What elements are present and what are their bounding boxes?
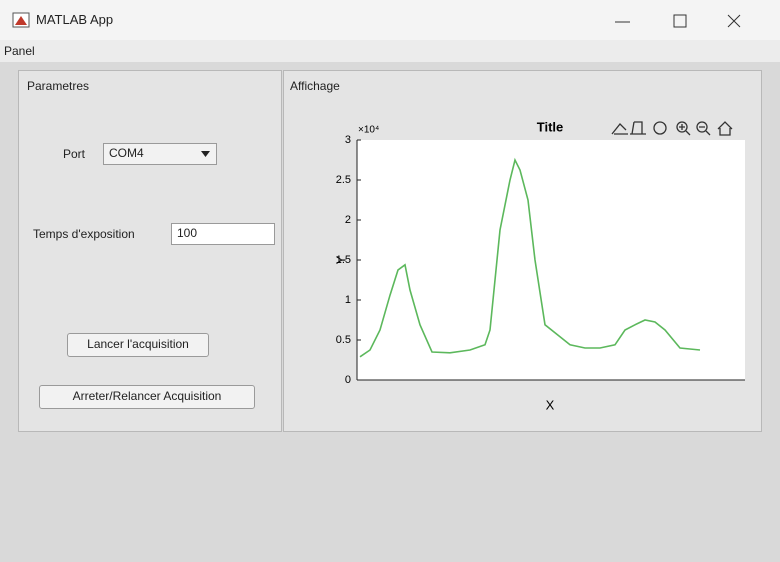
dropdown-arrow <box>201 151 210 157</box>
start-button[interactable]: Lancer l'acquisition <box>67 333 209 357</box>
x-axis-label: X <box>546 397 555 412</box>
panel-title: Affichage <box>290 79 340 93</box>
y-tick-label: 3 <box>345 134 351 146</box>
y-tick-label: 2.5 <box>336 174 351 186</box>
exposure-label: Temps d'exposition <box>33 227 135 241</box>
y-tick-label: 2 <box>345 214 351 226</box>
y-tick-label: 1.5 <box>336 254 351 266</box>
chart: Title ×10⁴ Y X 00.511.522.53 <box>290 110 760 420</box>
plot-area <box>357 140 745 380</box>
port-value: COM4 <box>109 146 144 160</box>
port-label: Port <box>63 147 85 161</box>
stop-button[interactable]: Arreter/Relancer Acquisition <box>39 385 255 409</box>
page: {"window": {"title": "MATLAB App"}, "men… <box>0 0 780 562</box>
window-title: MATLAB App <box>36 12 113 27</box>
menu-item[interactable]: Panel <box>4 44 35 58</box>
menu-bar: Panel <box>0 40 780 62</box>
app-icon <box>12 12 30 28</box>
parameters-panel: Parametres Port COM4 Temps d'exposition … <box>18 70 282 432</box>
title-bar: MATLAB App <box>0 0 780 40</box>
y-tick-label: 0 <box>345 374 351 386</box>
app-window: MATLAB App Panel Parametres Port COM4 Te… <box>0 0 780 562</box>
panel-title: Parametres <box>27 79 89 93</box>
exposure-field[interactable]: 100 <box>171 223 275 245</box>
port-dropdown[interactable]: COM4 <box>103 143 217 165</box>
y-tick-label: 0.5 <box>336 334 351 346</box>
axes-toolbar[interactable] <box>612 122 732 135</box>
chart-title: Title <box>537 119 564 134</box>
y-multiplier: ×10⁴ <box>358 125 379 136</box>
window-controls[interactable] <box>610 12 760 30</box>
y-tick-label: 1 <box>345 294 351 306</box>
